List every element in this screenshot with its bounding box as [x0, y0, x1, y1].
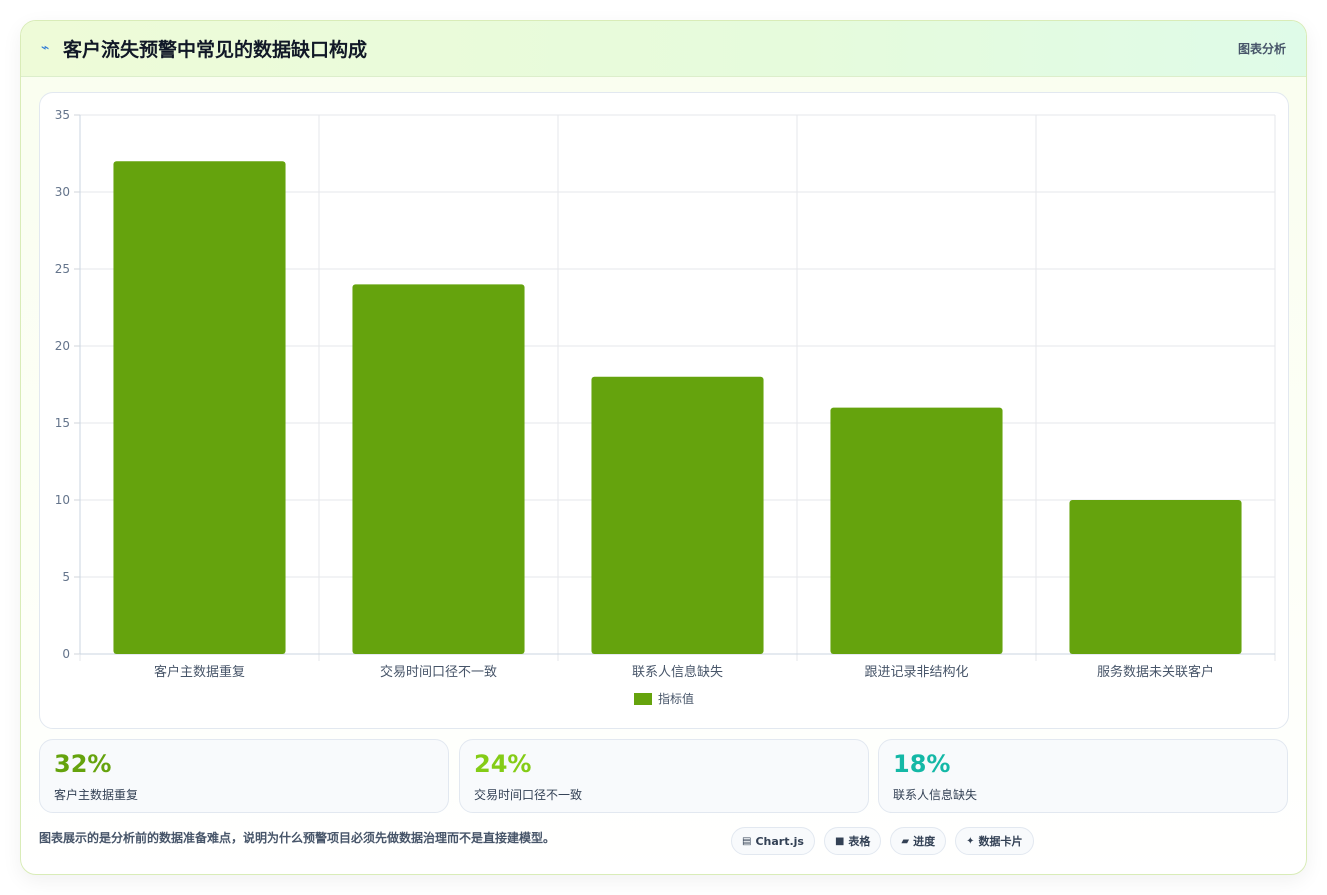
stat-card-1: 32% 客户主数据重复: [39, 739, 449, 813]
legend-swatch: [634, 693, 652, 705]
y-tick-label: 30: [55, 185, 70, 199]
stat-value: 24%: [474, 750, 532, 778]
feature-pills: ▤ Chart.js ■ 表格 ▰ 进度 ✦ 数据卡片: [731, 827, 1034, 855]
pill-label: Chart.js: [755, 834, 804, 848]
y-tick-label: 0: [62, 647, 70, 661]
x-tick-label: 客户主数据重复: [154, 664, 245, 680]
x-tick-label: 跟进记录非结构化: [864, 665, 968, 680]
y-tick-label: 15: [55, 416, 70, 430]
stat-value: 32%: [54, 750, 112, 778]
chart-analysis-tag: 图表分析: [1237, 42, 1286, 56]
pill-data-cards[interactable]: ✦ 数据卡片: [955, 827, 1034, 855]
x-tick-label: 交易时间口径不一致: [380, 664, 497, 680]
stat-label: 客户主数据重复: [54, 788, 139, 802]
chart-note: 图表展示的是分析前的数据准备难点，说明为什么预警项目必须先做数据治理而不是直接建…: [39, 831, 556, 845]
stat-label: 交易时间口径不一致: [474, 788, 583, 802]
pill-progress[interactable]: ▰ 进度: [890, 827, 947, 855]
chart-card: ⌁ 客户流失预警中常见的数据缺口构成 图表分析 0 5 10 15 20 25 30 35 客户…: [20, 20, 1307, 875]
pill-label: 数据卡片: [978, 835, 1023, 848]
y-tick-label: 20: [55, 339, 70, 353]
progress-icon: ▰: [901, 835, 910, 847]
bar-3: [591, 376, 764, 654]
table-icon: ■: [834, 835, 845, 847]
chart-icon: ▤: [742, 835, 752, 847]
sparkle-icon: ✦: [966, 835, 975, 847]
stat-card-3: 18% 联系人信息缺失: [878, 739, 1288, 813]
pill-label: 表格: [848, 835, 871, 848]
pill-table[interactable]: ■ 表格: [823, 827, 882, 855]
chart-svg: 0 5 10 15 20 25 30 35 客户主数据重复 交易时间口径不一致 联系人信息缺失 跟进记…: [55, 108, 1276, 706]
bar-chart: 0 5 10 15 20 25 30 35 客户主数据重复 交易时间口径不一致 联系人信息缺失 跟进记…: [39, 92, 1289, 729]
bar-4: [830, 407, 1003, 654]
stat-value: 18%: [893, 750, 951, 778]
bar-1: [113, 161, 286, 654]
card-title: 客户流失预警中常见的数据缺口构成: [63, 39, 368, 61]
bar-2: [352, 284, 525, 654]
card-header: ⌁ 客户流失预警中常见的数据缺口构成 图表分析: [21, 21, 1306, 77]
x-tick-label: 服务数据未关联客户: [1097, 664, 1214, 680]
bar-5: [1069, 500, 1242, 654]
stat-card-2: 24% 交易时间口径不一致: [459, 739, 869, 813]
y-tick-label: 25: [55, 262, 70, 276]
pill-chartjs[interactable]: ▤ Chart.js: [731, 827, 815, 855]
y-tick-label: 35: [55, 108, 70, 122]
trend-icon: ⌁: [41, 40, 50, 56]
legend-label: 指标值: [658, 691, 694, 706]
x-tick-label: 联系人信息缺失: [632, 664, 723, 680]
pill-label: 进度: [913, 835, 936, 848]
y-tick-label: 10: [55, 493, 70, 507]
y-tick-label: 5: [62, 570, 70, 584]
stat-label: 联系人信息缺失: [893, 788, 978, 802]
